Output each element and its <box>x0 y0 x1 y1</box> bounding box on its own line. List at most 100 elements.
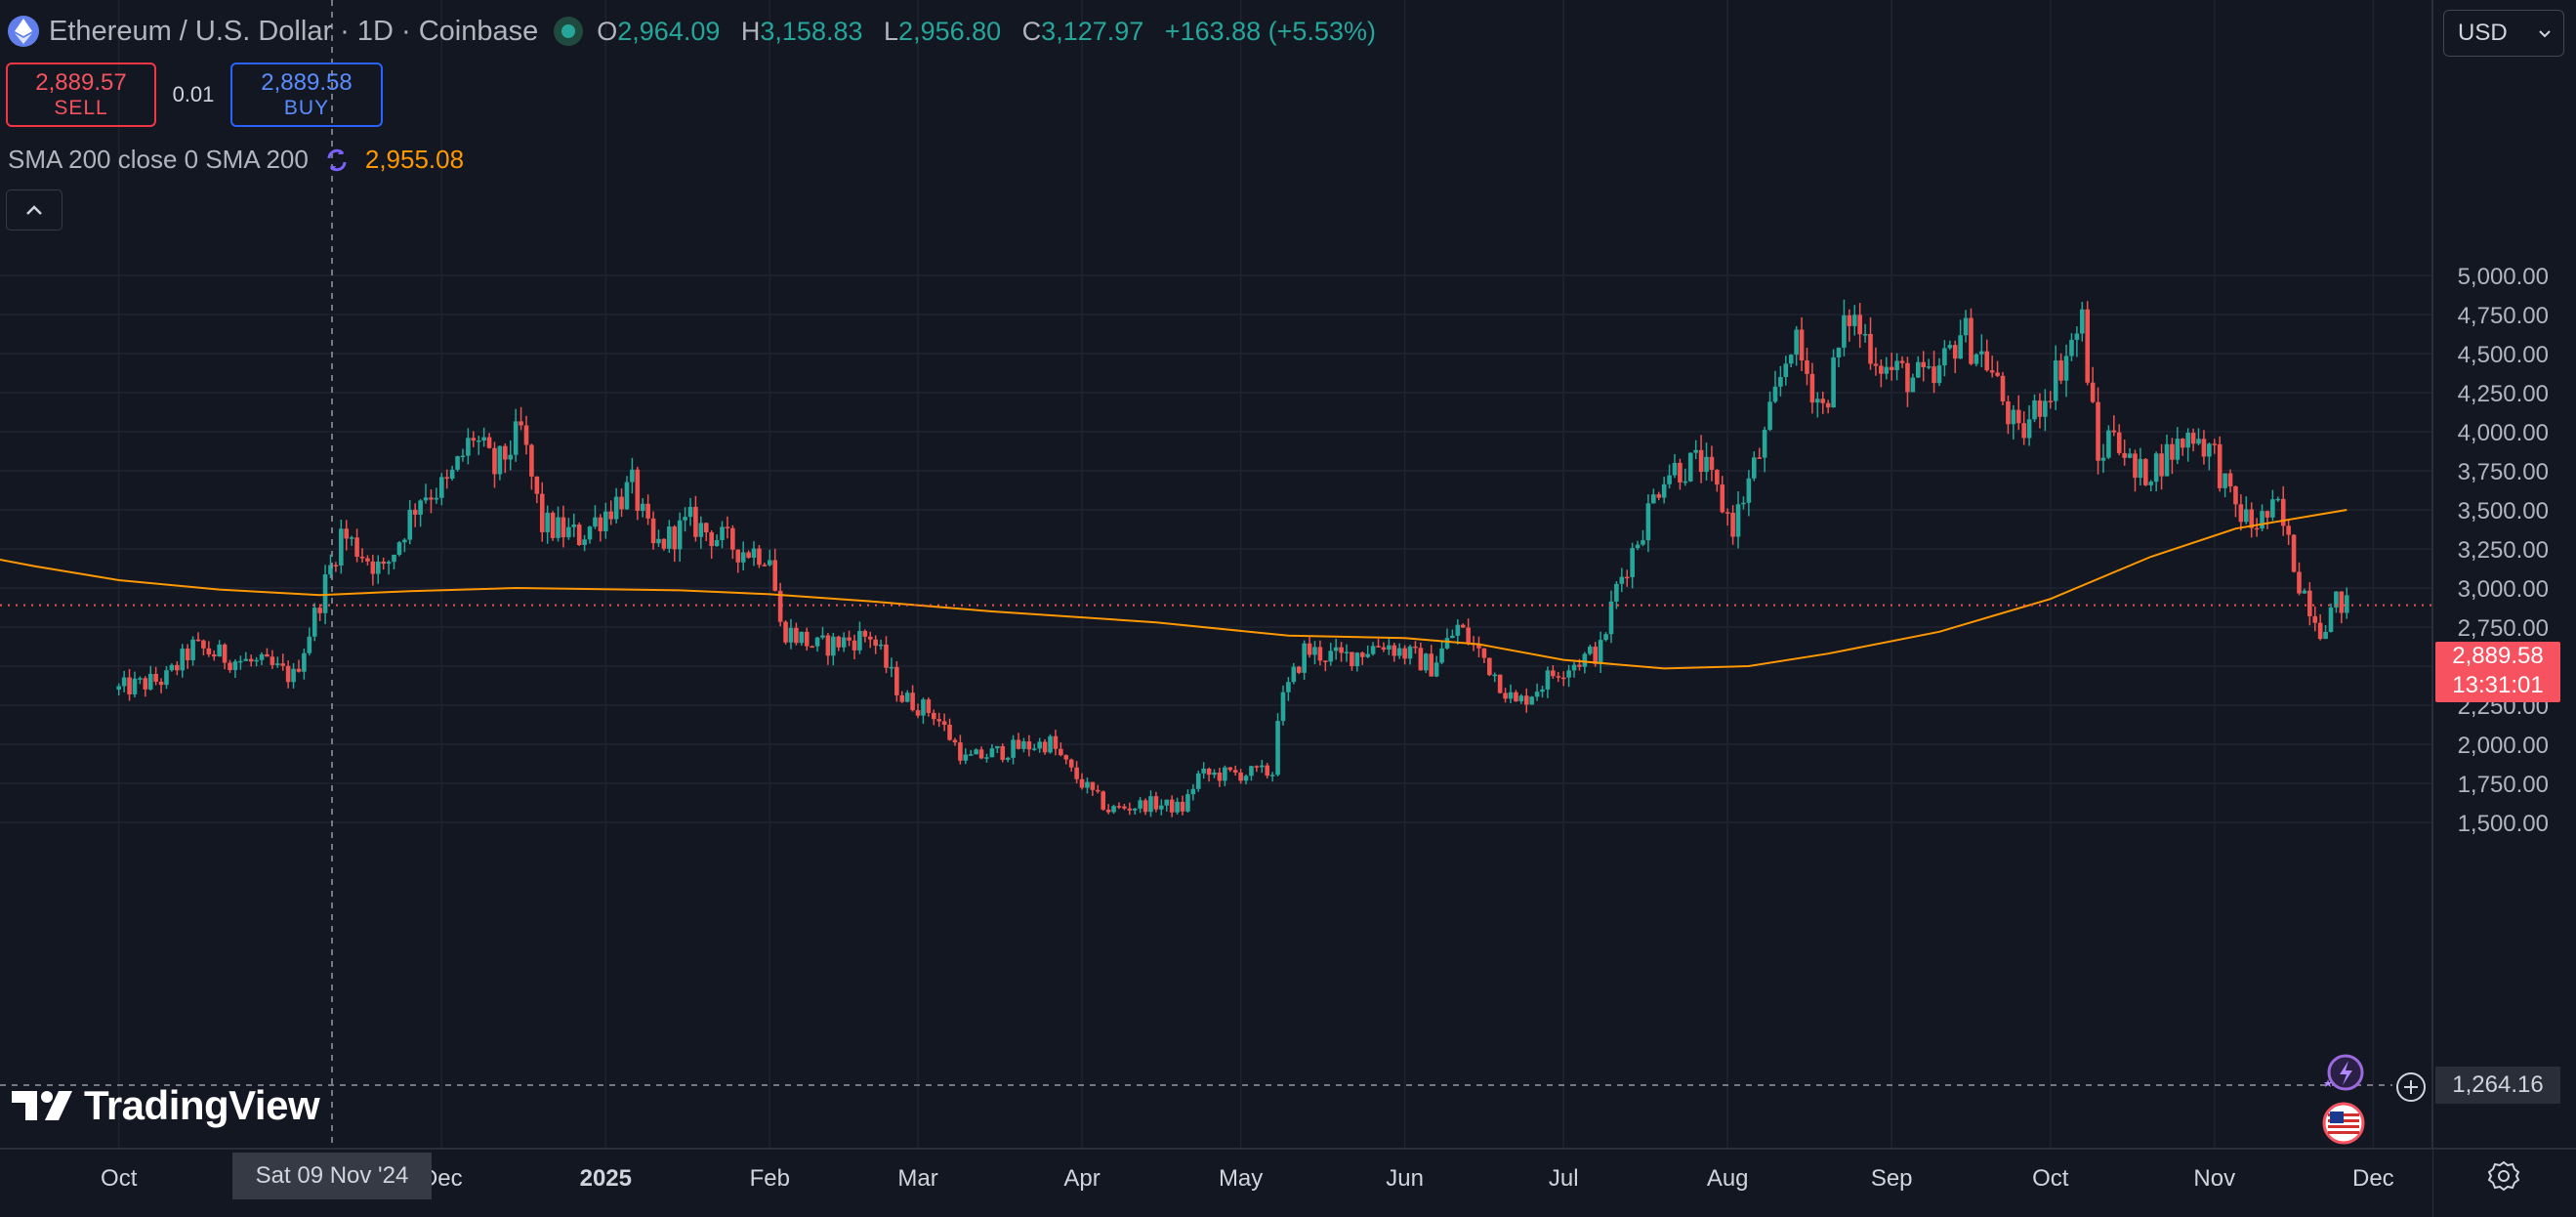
sma-legend[interactable]: SMA 200 close 0 SMA 200 2,955.08 <box>8 145 464 175</box>
candle-body <box>1693 449 1698 453</box>
candle <box>1296 665 1302 675</box>
candle <box>1641 529 1645 547</box>
candle <box>534 476 540 504</box>
candle-body <box>1958 335 1963 359</box>
symbol-title[interactable]: Ethereum / U.S. Dollar · 1D · Coinbase <box>49 15 539 47</box>
candle <box>735 549 741 573</box>
candle <box>2207 442 2212 471</box>
candle-body <box>392 554 396 563</box>
candle-body <box>1899 360 1905 363</box>
candle-body <box>2116 432 2122 453</box>
candle-body <box>497 445 503 475</box>
time-tick-label: Mar <box>897 1165 937 1192</box>
candle <box>1354 651 1360 672</box>
candle-body <box>322 574 328 613</box>
candle-body <box>1000 745 1006 760</box>
candle <box>344 520 350 551</box>
sell-button[interactable]: 2,889.57 SELL <box>6 63 156 127</box>
candle-body <box>915 710 921 716</box>
candle <box>1709 445 1715 482</box>
candle <box>1788 354 1794 368</box>
candle-body <box>2175 439 2181 460</box>
candle <box>1508 684 1514 703</box>
candle <box>1630 542 1635 589</box>
settings-gear-icon[interactable] <box>2486 1158 2521 1194</box>
candle <box>1805 348 1809 386</box>
candle-body <box>158 681 164 686</box>
candle <box>2037 393 2043 429</box>
tradingview-logo-icon <box>12 1091 72 1120</box>
candle-body <box>1884 366 1890 374</box>
candle <box>523 415 529 455</box>
price-tick-label: 3,000.00 <box>2458 576 2549 603</box>
candle <box>873 635 878 654</box>
candle-body <box>931 712 936 720</box>
candle <box>1958 319 1963 359</box>
candle-body <box>852 640 857 650</box>
candle-body <box>936 719 942 722</box>
candle-body <box>370 561 376 574</box>
candle-body <box>1778 377 1783 387</box>
lightning-icon[interactable] <box>2316 1053 2365 1096</box>
candle <box>566 518 571 540</box>
candle <box>2260 504 2264 532</box>
candle-body <box>280 663 286 666</box>
candle <box>438 473 444 506</box>
candle-body <box>529 444 534 477</box>
candle-body <box>1387 645 1392 650</box>
candle <box>1746 470 1752 517</box>
candle <box>444 469 450 489</box>
candle <box>1879 358 1884 388</box>
tradingview-logo[interactable]: TradingView <box>12 1082 320 1129</box>
candle-body <box>804 631 810 647</box>
candle-body <box>2090 382 2096 402</box>
candle-body <box>571 525 577 527</box>
candle <box>571 513 577 538</box>
collapse-legend-button[interactable] <box>6 189 62 231</box>
candle-body <box>1195 773 1201 789</box>
candle-body <box>339 528 344 566</box>
price-tick-label: 2,000.00 <box>2458 733 2549 759</box>
sma-settings-icon[interactable] <box>322 146 352 175</box>
time-tick-label: May <box>1219 1165 1263 1192</box>
candle <box>190 636 195 666</box>
candle <box>1545 666 1551 698</box>
candle-body <box>2043 400 2048 417</box>
candle <box>1059 742 1063 757</box>
candle-body <box>2312 615 2318 623</box>
currency-select[interactable]: USD <box>2443 10 2564 57</box>
buy-button[interactable]: 2,889.58 BUY <box>230 63 383 127</box>
candle-body <box>1350 651 1354 667</box>
candle <box>2339 591 2345 624</box>
candle <box>1656 491 1662 501</box>
candle <box>587 525 593 544</box>
candle-body <box>312 608 317 637</box>
candle <box>820 626 825 640</box>
candle <box>1730 505 1735 545</box>
candle-body <box>211 654 217 657</box>
candle-body <box>2148 482 2154 485</box>
candle-body <box>984 757 989 759</box>
candle-body <box>1074 767 1079 779</box>
candle-body <box>1079 778 1085 788</box>
candle-body <box>593 517 598 527</box>
candle <box>2015 395 2021 431</box>
candle-body <box>2159 453 2164 477</box>
candle-body <box>1979 351 1984 355</box>
candle <box>1481 648 1487 664</box>
candle <box>2264 510 2270 529</box>
candle-body <box>703 523 709 533</box>
candle <box>476 436 481 455</box>
us-flag-icon[interactable] <box>2322 1102 2365 1145</box>
add-alert-icon[interactable] <box>2394 1070 2428 1104</box>
candle <box>1127 802 1133 816</box>
candle-body <box>1328 650 1334 662</box>
price-scale[interactable] <box>2432 0 2576 1148</box>
candle <box>2006 395 2011 435</box>
candle <box>767 549 772 567</box>
candle <box>1407 645 1413 665</box>
candle-body <box>1687 452 1693 482</box>
candle-body <box>274 663 280 665</box>
candle <box>1926 358 1932 370</box>
